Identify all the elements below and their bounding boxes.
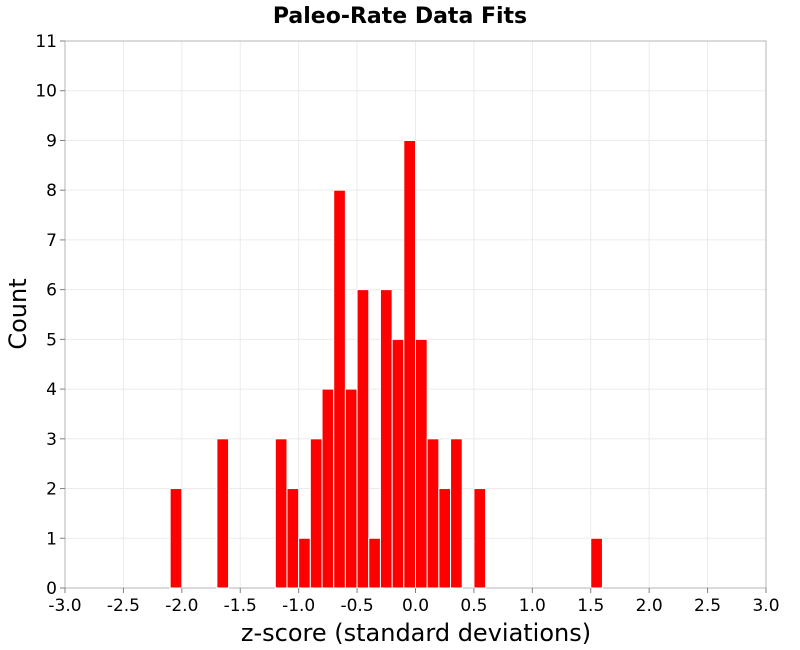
x-tick-label: -2.5	[107, 596, 140, 616]
x-tick-label: 1.5	[577, 596, 604, 616]
histogram-bar	[333, 189, 346, 589]
histogram-bar	[368, 537, 381, 589]
histogram-bar	[169, 488, 183, 589]
y-tick-label: 6	[46, 281, 57, 301]
x-tick-label: -3.0	[48, 596, 81, 616]
histogram-bar	[379, 289, 393, 589]
histogram-bar	[356, 289, 370, 589]
histogram-bars	[169, 139, 603, 589]
histogram-bar	[344, 388, 358, 589]
histogram-bar	[309, 438, 323, 589]
x-tick-label: 1.0	[519, 596, 546, 616]
histogram-bar	[473, 488, 487, 589]
x-tick-label: -1.0	[282, 596, 315, 616]
x-tick-label: -0.5	[340, 596, 373, 616]
histogram-bar	[298, 537, 311, 589]
y-tick-label: 10	[35, 82, 57, 102]
histogram-bar	[274, 438, 288, 589]
y-tick-label: 0	[46, 579, 57, 599]
x-tick-label: 3.0	[752, 596, 779, 616]
x-tick-label: -2.0	[165, 596, 198, 616]
y-tick-label: 5	[46, 330, 57, 350]
y-axis-label: Count	[4, 278, 32, 349]
x-axis-label: z-score (standard deviations)	[241, 619, 591, 647]
x-tick-label: 0.5	[460, 596, 487, 616]
x-tick-label: -1.5	[224, 596, 257, 616]
histogram-bar	[403, 139, 417, 589]
x-tick-label: 2.5	[694, 596, 721, 616]
histogram-bar	[391, 338, 405, 589]
histogram-bar	[438, 488, 452, 589]
histogram-bar	[426, 438, 440, 589]
x-axis-ticks: -3.0 -2.5 -2.0 -1.5 -1.0 -0.5 0.0 0.5 1.0 1.5 2.0 2…	[48, 588, 780, 616]
y-tick-label: 9	[46, 131, 57, 151]
y-tick-label: 8	[46, 181, 57, 201]
histogram-bar	[321, 388, 335, 589]
x-tick-label: 2.0	[636, 596, 663, 616]
y-tick-label: 1	[46, 529, 57, 549]
histogram-bar	[590, 537, 603, 589]
y-tick-label: 3	[46, 430, 57, 450]
y-tick-label: 2	[46, 480, 57, 500]
y-axis-ticks: 0 1 2 3 4 5 6 7 8 9 10 11	[35, 32, 65, 599]
chart-title: Paleo-Rate Data Fits	[273, 4, 527, 29]
x-tick-label: 0.0	[402, 596, 429, 616]
histogram-bar	[216, 438, 230, 589]
y-tick-label: 4	[46, 380, 57, 400]
y-tick-label: 7	[46, 231, 57, 251]
histogram-bar	[286, 488, 300, 589]
y-tick-label: 11	[35, 32, 57, 52]
histogram-bar	[450, 438, 463, 589]
histogram-bar	[415, 338, 428, 589]
